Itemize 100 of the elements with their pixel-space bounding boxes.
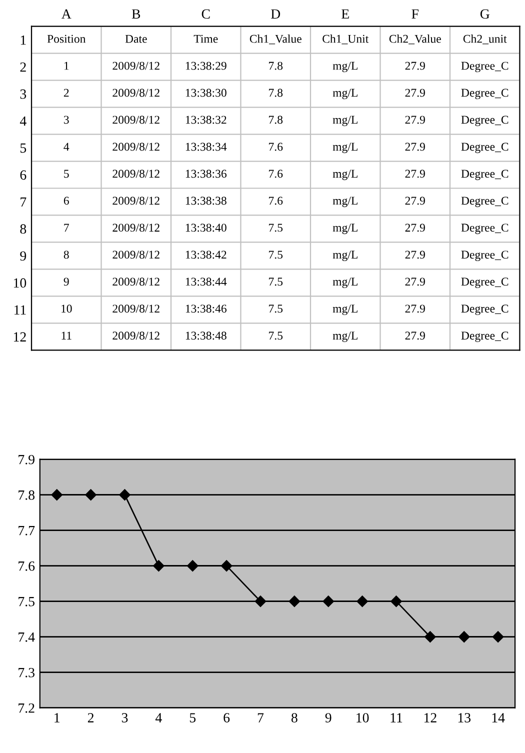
x-tick-label: 6 (224, 713, 230, 722)
x-tick-label: 12 (424, 713, 436, 722)
text: mg/L (332, 250, 358, 262)
point (187, 560, 198, 572)
text: mg/L (332, 278, 358, 288)
y-tick-label: 11 (14, 305, 26, 314)
text: Time (194, 34, 218, 43)
text: 2009/8/12 (112, 332, 160, 340)
text: Degree_C (461, 304, 508, 316)
text: Degree_C (461, 196, 508, 208)
x-tick-label: F (412, 9, 418, 19)
x-tick-label: 10 (356, 713, 369, 722)
point (85, 489, 96, 500)
x-tick-label: G (480, 9, 490, 19)
text: 27.9 (405, 142, 425, 151)
text: mg/L (332, 88, 358, 100)
text: 27.9 (405, 278, 425, 286)
text: 2009/8/12 (112, 170, 160, 178)
text: 13:38:30 (186, 88, 226, 97)
text: 2009/8/12 (112, 250, 160, 259)
text: 13:38:34 (186, 142, 227, 151)
text: 27.9 (405, 332, 425, 340)
text: Degree_C (461, 332, 508, 342)
x-tick-label: 4 (155, 713, 162, 722)
text: mg/L (332, 304, 358, 316)
text: Ch2_Value (389, 34, 441, 44)
text: Degree_C (461, 62, 508, 72)
y-tick-label: 7 (20, 197, 26, 207)
x-tick-label: 5 (190, 713, 196, 722)
y-tick-label: 7.2 (18, 703, 34, 713)
text: Degree_C (461, 224, 508, 234)
text: Ch1_Value (250, 34, 302, 44)
point (390, 596, 402, 607)
text: 27.9 (405, 88, 425, 97)
text: mg/L (332, 116, 358, 126)
text: mg/L (332, 170, 358, 180)
y-tick-label: 5 (20, 144, 26, 153)
text: 2009/8/12 (112, 62, 160, 70)
y-tick-label: 9 (20, 251, 26, 261)
text: 7.5 (269, 278, 283, 286)
text: 13:38:48 (186, 332, 226, 340)
text: 7.5 (269, 224, 283, 232)
text: Degree_C (461, 116, 508, 126)
x-tick-label: 11 (390, 713, 402, 722)
text: Ch1_Unit (322, 34, 369, 44)
text: 7 (64, 224, 69, 232)
x-tick-label: D (271, 9, 280, 19)
y-tick-label: 7.5 (18, 597, 34, 606)
y-tick-label: 7.9 (18, 454, 34, 464)
text: 27.9 (405, 170, 425, 178)
text: 27.9 (405, 116, 425, 124)
point (153, 560, 164, 572)
point (254, 596, 266, 607)
text: Ch2_unit (463, 34, 507, 44)
text: 7.6 (269, 170, 283, 178)
text: 13:38:36 (186, 170, 227, 178)
x-tick-label: B (132, 9, 140, 19)
text: 10 (62, 304, 72, 313)
text: Degree_C (461, 278, 508, 288)
text: 27.9 (405, 62, 425, 70)
x-tick-label: 3 (122, 713, 128, 722)
x-tick-label: 9 (325, 713, 332, 722)
text: mg/L (332, 332, 358, 342)
text: 2009/8/12 (112, 88, 160, 97)
text: mg/L (332, 62, 358, 72)
y-tick-label: 7.8 (18, 490, 35, 500)
point (220, 560, 232, 572)
point (458, 631, 470, 642)
text: 7.8 (269, 62, 283, 70)
text: 13:38:42 (186, 250, 226, 259)
text: 2009/8/12 (112, 142, 160, 151)
text: 13:38:29 (186, 62, 226, 70)
text: Date (125, 34, 147, 43)
y-tick-label: 4 (20, 116, 26, 126)
category-label: 1 (64, 62, 69, 70)
text: 7.8 (269, 88, 283, 97)
text: 2009/8/12 (112, 224, 160, 232)
category-label: 2 (64, 88, 69, 97)
text: Degree_C (461, 170, 508, 180)
point (51, 489, 62, 500)
y-tick-label: 8 (20, 224, 26, 234)
y-tick-label: 1 (20, 35, 26, 45)
text: 2009/8/12 (112, 278, 160, 286)
point (322, 596, 334, 607)
x-tick-label: 7 (258, 713, 264, 722)
text: Degree_C (461, 142, 508, 154)
y-tick-label: 10 (14, 278, 26, 288)
text: 13:38:38 (186, 196, 226, 205)
text: mg/L (332, 142, 358, 154)
x-tick-label: A (61, 9, 72, 19)
text: 11 (62, 332, 72, 340)
text: 2009/8/12 (112, 304, 160, 313)
x-tick-label: 2 (88, 713, 94, 722)
text: Position (47, 34, 86, 43)
x-tick-label: E (342, 9, 349, 19)
text: 5 (64, 170, 69, 178)
text: 13:38:46 (186, 304, 227, 313)
text: 7.5 (269, 304, 283, 313)
text: 8 (64, 250, 69, 259)
text: 9 (64, 278, 69, 286)
